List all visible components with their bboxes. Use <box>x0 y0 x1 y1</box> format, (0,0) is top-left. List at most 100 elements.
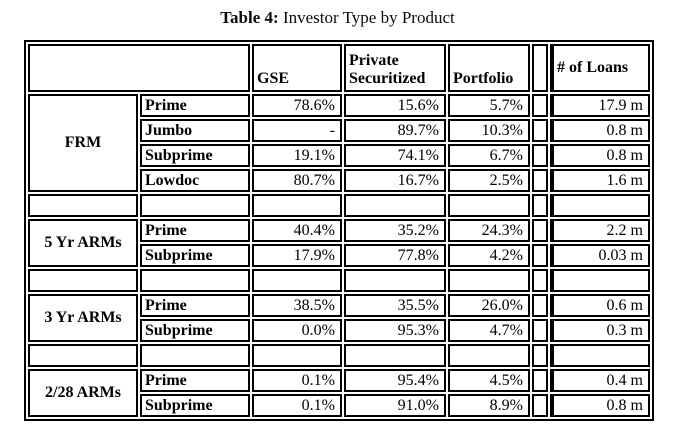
gse-value-cell: 17.9% <box>252 244 342 267</box>
header-num-of-loans: # of Loans <box>550 44 650 92</box>
loans-value-cell: 0.8 m <box>550 144 650 167</box>
spacer-cell <box>344 344 446 367</box>
table-row-5yr-subprime: Subprime 17.9% 77.8% 4.2% 0.03 m <box>28 244 650 267</box>
table-row-5yr-prime: 5 Yr ARMs Prime 40.4% 35.2% 24.3% 2.2 m <box>28 219 650 267</box>
private-value-cell: 89.7% <box>344 119 446 142</box>
caption-number: Table 4: <box>220 8 279 27</box>
spacer-row <box>28 194 650 217</box>
header-row: GSE Private Securitized Portfolio # of L… <box>28 44 650 92</box>
spacer-cell <box>532 344 548 367</box>
spacer-row <box>28 344 650 367</box>
spacer-cell <box>550 194 650 217</box>
caption-title: Investor Type by Product <box>278 8 455 27</box>
portfolio-value-cell: 10.3% <box>448 119 530 142</box>
gse-value-cell: 80.7% <box>252 169 342 192</box>
spacer-cell <box>140 194 250 217</box>
row-label-cell: Prime <box>140 94 250 117</box>
loans-value-cell: 0.4 m <box>550 369 650 392</box>
private-value-cell: 95.3% <box>344 319 446 342</box>
gap-cell <box>532 119 548 142</box>
spacer-cell <box>448 269 530 292</box>
spacer-cell <box>550 344 650 367</box>
group-cell-3yr-arms: 3 Yr ARMs <box>28 294 138 342</box>
spacer-cell <box>532 269 548 292</box>
gap-cell <box>532 219 548 242</box>
table-row-frm-lowdoc: Lowdoc 80.7% 16.7% 2.5% 1.6 m <box>28 169 650 192</box>
row-label-cell: Subprime <box>140 244 250 267</box>
row-label-cell: Jumbo <box>140 119 250 142</box>
spacer-cell <box>28 194 138 217</box>
spacer-row <box>28 269 650 292</box>
private-value-cell: 35.2% <box>344 219 446 242</box>
gse-value-cell: 0.1% <box>252 369 342 392</box>
portfolio-value-cell: 24.3% <box>448 219 530 242</box>
investor-type-by-product-table: GSE Private Securitized Portfolio # of L… <box>24 40 654 421</box>
loans-value-cell: 0.8 m <box>550 394 650 417</box>
spacer-cell <box>140 269 250 292</box>
portfolio-value-cell: 4.5% <box>448 369 530 392</box>
spacer-cell <box>28 269 138 292</box>
gse-value-cell: 0.0% <box>252 319 342 342</box>
loans-value-cell: 1.6 m <box>550 169 650 192</box>
private-value-cell: 15.6% <box>344 94 446 117</box>
gap-cell <box>532 169 548 192</box>
portfolio-value-cell: 4.2% <box>448 244 530 267</box>
header-gap-cell <box>532 44 548 92</box>
group-cell-5yr-arms: 5 Yr ARMs <box>28 219 138 267</box>
private-value-cell: 77.8% <box>344 244 446 267</box>
group-cell-frm: FRM <box>28 94 138 192</box>
row-label-cell: Prime <box>140 294 250 317</box>
spacer-cell <box>532 194 548 217</box>
portfolio-value-cell: 8.9% <box>448 394 530 417</box>
spacer-cell <box>448 344 530 367</box>
group-cell-228-arms: 2/28 ARMs <box>28 369 138 417</box>
table-row-frm-prime: FRM Prime 78.6% 15.6% 5.7% 17.9 m <box>28 94 650 192</box>
spacer-cell <box>28 344 138 367</box>
gse-value-cell: 38.5% <box>252 294 342 317</box>
loans-value-cell: 2.2 m <box>550 219 650 242</box>
spacer-cell <box>252 269 342 292</box>
spacer-cell <box>448 194 530 217</box>
loans-value-cell: 17.9 m <box>550 94 650 117</box>
gse-value-cell: 19.1% <box>252 144 342 167</box>
table-row-3yr-prime: 3 Yr ARMs Prime 38.5% 35.5% 26.0% 0.6 m <box>28 294 650 342</box>
gse-value-cell: 0.1% <box>252 394 342 417</box>
private-value-cell: 16.7% <box>344 169 446 192</box>
portfolio-value-cell: 6.7% <box>448 144 530 167</box>
header-private-securitized: Private Securitized <box>344 44 446 92</box>
gse-value-cell: - <box>252 119 342 142</box>
row-label-cell: Subprime <box>140 319 250 342</box>
table-row-3yr-subprime: Subprime 0.0% 95.3% 4.7% 0.3 m <box>28 319 650 342</box>
row-label-cell: Subprime <box>140 394 250 417</box>
loans-value-cell: 0.6 m <box>550 294 650 317</box>
private-value-cell: 91.0% <box>344 394 446 417</box>
gap-cell <box>532 394 548 417</box>
header-empty-cell <box>28 44 250 92</box>
loans-value-cell: 0.3 m <box>550 319 650 342</box>
gap-cell <box>532 244 548 267</box>
header-gse: GSE <box>252 44 342 92</box>
table-row-228-prime: 2/28 ARMs Prime 0.1% 95.4% 4.5% 0.4 m <box>28 369 650 417</box>
header-portfolio: Portfolio <box>448 44 530 92</box>
gse-value-cell: 40.4% <box>252 219 342 242</box>
gap-cell <box>532 294 548 317</box>
row-label-cell: Prime <box>140 219 250 242</box>
gse-value-cell: 78.6% <box>252 94 342 117</box>
spacer-cell <box>252 344 342 367</box>
private-value-cell: 74.1% <box>344 144 446 167</box>
gap-cell <box>532 144 548 167</box>
row-label-cell: Subprime <box>140 144 250 167</box>
row-label-cell: Lowdoc <box>140 169 250 192</box>
spacer-cell <box>550 269 650 292</box>
portfolio-value-cell: 26.0% <box>448 294 530 317</box>
table-row-frm-subprime: Subprime 19.1% 74.1% 6.7% 0.8 m <box>28 144 650 167</box>
spacer-cell <box>252 194 342 217</box>
loans-value-cell: 0.03 m <box>550 244 650 267</box>
spacer-cell <box>344 269 446 292</box>
portfolio-value-cell: 4.7% <box>448 319 530 342</box>
gap-cell <box>532 319 548 342</box>
table-row-228-subprime: Subprime 0.1% 91.0% 8.9% 0.8 m <box>28 394 650 417</box>
portfolio-value-cell: 2.5% <box>448 169 530 192</box>
private-value-cell: 35.5% <box>344 294 446 317</box>
spacer-cell <box>140 344 250 367</box>
